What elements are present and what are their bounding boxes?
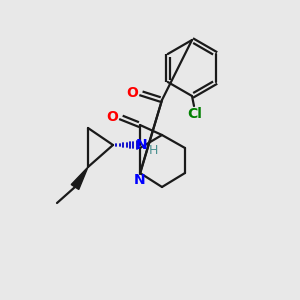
Text: Cl: Cl — [188, 107, 202, 121]
Text: H: H — [148, 145, 158, 158]
Text: N: N — [134, 173, 146, 187]
Polygon shape — [71, 167, 88, 190]
Text: O: O — [106, 110, 118, 124]
Text: N: N — [136, 138, 148, 152]
Text: O: O — [126, 86, 138, 100]
